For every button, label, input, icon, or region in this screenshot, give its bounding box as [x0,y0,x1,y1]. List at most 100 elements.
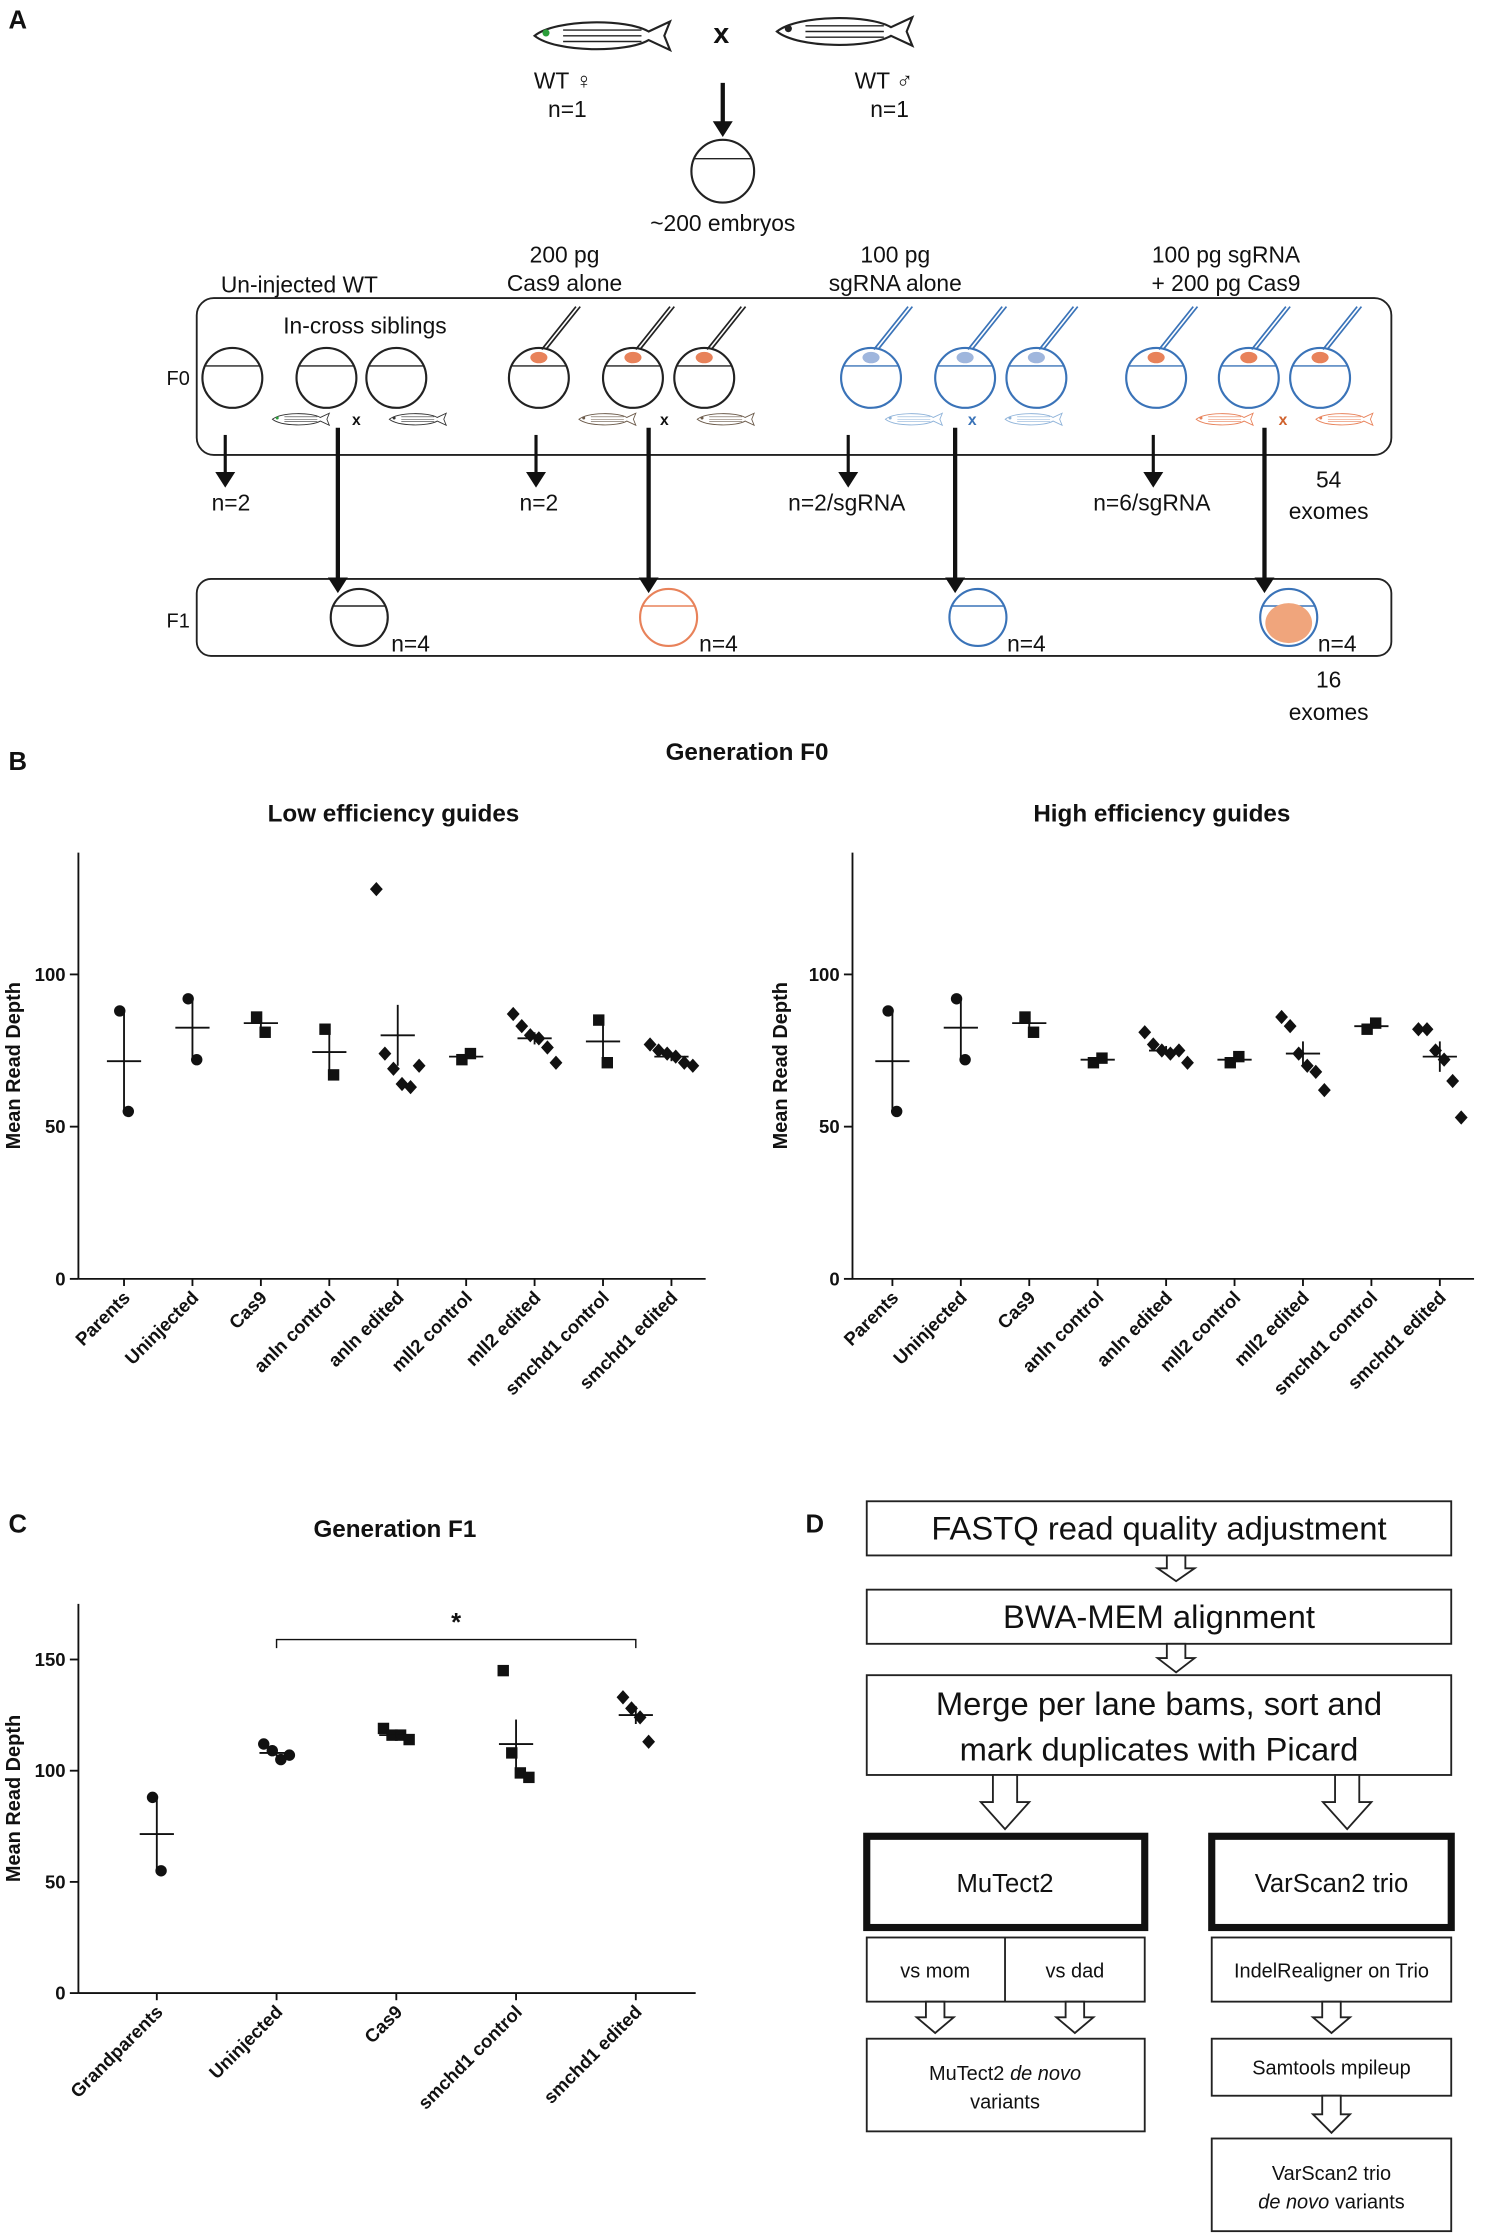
data-point [593,1014,605,1026]
label: n=1 [870,96,909,122]
significance-label: * [451,1609,461,1637]
embryo [601,346,664,409]
data-point [275,1753,287,1766]
fish [696,412,755,427]
label: 54 [1316,467,1342,493]
data-point [191,1053,203,1066]
data-point [890,1105,903,1118]
data-point [633,1710,647,1725]
injected-cell [695,351,713,364]
label: ~200 embryos [650,210,795,236]
data-point [1275,1009,1289,1025]
chart-title: Low efficiency guides [268,800,520,827]
step-box [865,1674,1453,1776]
arrow-head [1143,472,1164,488]
label: WT ♀ [534,68,592,94]
embryo [673,346,736,409]
label: sgRNA alone [829,270,962,296]
data-point [404,1079,417,1095]
data-point [259,1026,271,1038]
arrow-head [945,577,966,594]
fish-eye [1008,416,1012,420]
data-point [616,1690,630,1705]
needle [1158,306,1194,350]
y-tick-label: 0 [55,1268,65,1289]
embryo [507,346,570,409]
label: n=2 [212,489,251,515]
needle [877,306,914,350]
embryo [365,346,428,409]
label: n=2/sgRNA [788,489,906,515]
fish [884,412,944,427]
fish [578,412,637,427]
embryo [1125,346,1188,409]
data-point [1429,1043,1442,1058]
data-point [377,1722,390,1735]
flow-arrow [1310,2000,1353,2035]
fish-eye [700,416,704,420]
data-point [1361,1023,1373,1035]
needle [967,306,1003,350]
y-axis-label: Mean Read Depth [3,1715,25,1882]
data-point [1087,1057,1100,1069]
injected-cell [862,351,880,364]
needle [1326,306,1363,350]
chart-title: Generation F1 [313,1516,476,1543]
flow-arrow [1310,2094,1353,2135]
label: n=4 [391,631,430,657]
needle [971,306,1008,350]
label: Un-injected WT [221,271,378,297]
label: 200 pg [530,241,600,267]
step: IndelRealigner on Trio [1234,1960,1429,1982]
label: n=2 [520,489,559,515]
label: WT ♂ [855,68,913,94]
label: n=6/sgRNA [1093,489,1211,515]
label: n=1 [548,96,587,122]
fish [775,15,915,48]
label: 100 pg sgRNA [1152,241,1301,267]
needle [639,306,675,350]
y-tick-label: 0 [829,1268,839,1289]
needle [635,306,671,350]
f0-box [195,297,1393,456]
step: Samtools mpileup [1252,2057,1410,2079]
data-point [642,1734,656,1749]
y-tick-label: 100 [809,964,840,985]
injected-cell [1311,351,1329,364]
embryo [295,346,358,409]
panel-label: A [9,7,28,35]
data-point [387,1061,400,1076]
embryo [201,346,264,409]
arrow-head [327,577,348,594]
step: BWA-MEM alignment [1003,1598,1315,1635]
fish [388,412,448,427]
step-box [865,2037,1146,2133]
label: x [660,412,669,429]
step-box [1210,2137,1453,2233]
data-point [686,1058,700,1073]
text-part: de novo [1010,2063,1081,2085]
flow-arrow [1154,1642,1198,1674]
needle [541,306,577,350]
fish-eye [392,416,396,420]
step-box [865,1588,1453,1645]
label: F1 [167,610,190,632]
data-point [882,1005,894,1017]
tool: MuTect2 [957,1870,1054,1898]
label: x [968,412,977,429]
needle [1250,306,1287,350]
data-point [1454,1110,1468,1125]
panel-label: C [9,1511,28,1539]
fish [271,412,331,427]
data-point [122,1105,135,1118]
y-tick-label: 0 [55,1983,65,2004]
y-tick-label: 100 [35,964,66,985]
arrow-head [215,472,236,488]
injected-cell [1240,351,1258,364]
text-part: de novo [1258,2191,1329,2213]
f1-box [195,577,1393,657]
label: + 200 pg Cas9 [1152,270,1301,296]
y-tick-label: 50 [45,1871,66,1892]
y-tick-label: 150 [35,1649,66,1670]
text-part: MuTect2 [929,2063,1004,2085]
